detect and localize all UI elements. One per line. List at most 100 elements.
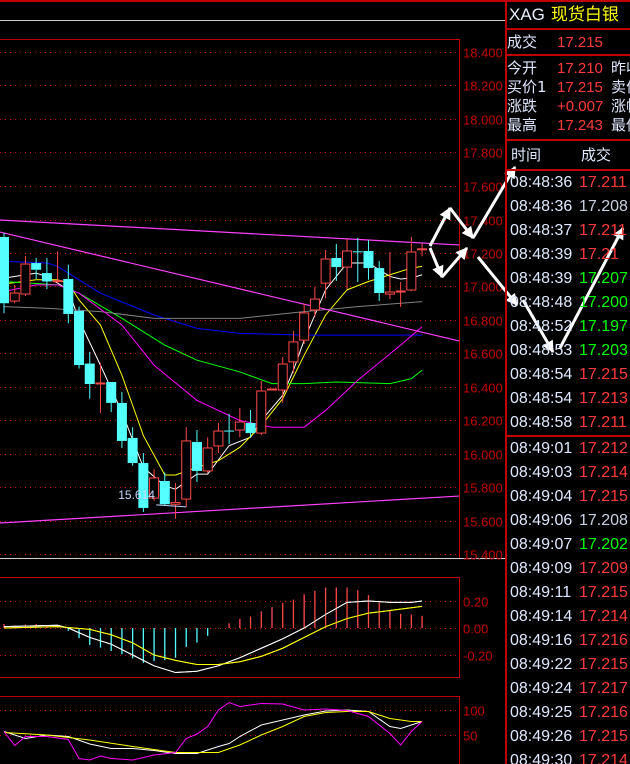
candle [63, 264, 74, 324]
price-column-header: 成交 [581, 146, 612, 164]
kdj-frame [0, 696, 460, 764]
candle-body [384, 291, 395, 295]
candle-body [84, 363, 95, 384]
arrow-icon [471, 165, 517, 239]
tick-time: 08:48:37 [510, 222, 573, 239]
candle-body [363, 250, 374, 269]
y-tick-label: 17.000 [463, 280, 503, 295]
y-tick-label: 0.00 [463, 622, 488, 637]
tick-row: 08:48:39 17.207 [507, 267, 630, 291]
quote-label: 最高 [507, 116, 538, 134]
candle-body [277, 363, 288, 391]
candle-body [352, 251, 363, 253]
tick-price: 17.211 [579, 174, 627, 191]
tick-price: 17.203 [579, 342, 628, 359]
candle-body [116, 402, 127, 441]
candle [245, 409, 256, 438]
candle-body [181, 440, 192, 500]
tick-time: 08:49:14 [510, 608, 573, 625]
last-label: 成交 [507, 33, 538, 51]
y-tick-label: 16.000 [463, 448, 503, 463]
candle [342, 238, 353, 290]
tick-price: 17.212 [579, 440, 628, 457]
candle [95, 362, 106, 413]
quote-row: 买价1 17.215 卖价1 [507, 78, 630, 97]
tick-price: 17.214 [579, 464, 628, 481]
quote-label: 最低 [611, 116, 630, 134]
candle [159, 472, 170, 506]
candle-body [395, 290, 406, 293]
tick-price: 17.216 [579, 704, 628, 721]
kdj-panel: 100 50 [0, 701, 485, 761]
tick-row: 08:49:14 17.214 [507, 605, 630, 629]
arrow-icon [440, 247, 469, 278]
tick-row: 08:49:07 17.202 [507, 533, 630, 557]
indicator-line [3, 600, 423, 674]
candle [84, 351, 95, 399]
candle [267, 388, 277, 391]
candle [417, 243, 428, 257]
candle-body [191, 441, 202, 471]
candle-body [245, 423, 256, 434]
tick-time: 08:49:16 [510, 632, 573, 649]
y-tick-label: 50 [463, 729, 477, 744]
candle [41, 258, 52, 290]
tick-price: 17.215 [579, 366, 628, 383]
candle [106, 381, 117, 413]
y-tick-label: 16.800 [463, 314, 503, 329]
y-tick-label: 15.800 [463, 481, 503, 496]
ticks-header: 时间 成交 [507, 141, 630, 171]
tick-price: 17.213 [579, 390, 628, 407]
tick-time: 08:48:36 [510, 174, 573, 191]
y-tick-label: 18.400 [463, 46, 503, 61]
trend-line [0, 231, 460, 342]
candle-body [0, 236, 9, 304]
tick-time: 08:49:06 [510, 512, 573, 529]
tick-row: 08:48:54 17.213 [507, 387, 630, 411]
candle [384, 251, 395, 300]
trend-line [0, 495, 460, 524]
candle-body [95, 382, 106, 385]
tick-price: 17.211 [579, 414, 627, 431]
candle [224, 413, 235, 444]
quote-panel: XAG 现货白银 成交 17.215 今开 17.210 昨收 买价1 17.215 卖价1… [505, 0, 630, 764]
low-price-label: 15.614 [118, 488, 155, 502]
candle-body [159, 480, 170, 505]
tick-row: 08:49:22 17.215 [507, 653, 630, 677]
y-tick-label: 17.200 [463, 247, 503, 262]
tick-time: 08:48:39 [510, 246, 573, 263]
candle-body [202, 447, 213, 472]
quote-label: 涨幅 [611, 97, 630, 115]
tick-row: 08:48:54 17.215 [507, 363, 630, 387]
candle [277, 356, 288, 403]
tick-time: 08:49:07 [510, 536, 573, 553]
candle [74, 306, 85, 369]
y-tick-label: 16.400 [463, 381, 503, 396]
candle-body [267, 388, 277, 391]
y-tick-label: 16.200 [463, 414, 503, 429]
tick-price: 17.215 [579, 584, 628, 601]
tick-time: 08:49:26 [510, 728, 573, 745]
tick-row: 08:48:36 17.211 [507, 171, 630, 195]
indicator-line [3, 284, 423, 428]
candle-body [74, 310, 85, 366]
price-frame [0, 39, 460, 558]
tick-time: 08:49:22 [510, 656, 573, 673]
quote-value: 17.215 [557, 79, 603, 96]
tick-row: 08:49:04 17.215 [507, 485, 630, 509]
tick-list[interactable]: 08:48:36 17.211 08:48:36 17.208 08:48:37 17.2… [507, 171, 630, 764]
tick-row: 08:48:48 17.200 [507, 291, 630, 315]
tick-row: 08:49:24 17.217 [507, 677, 630, 701]
candle-body [138, 463, 149, 508]
tick-price: 17.209 [579, 560, 628, 577]
tick-time: 08:49:25 [510, 704, 573, 721]
candle-body [106, 381, 117, 403]
candle [299, 303, 310, 344]
candle-body [234, 421, 245, 431]
trend-line [0, 219, 460, 246]
tick-time: 08:49:01 [510, 440, 573, 457]
candle [395, 281, 406, 307]
candle [202, 437, 213, 473]
tick-price: 17.216 [579, 632, 628, 649]
